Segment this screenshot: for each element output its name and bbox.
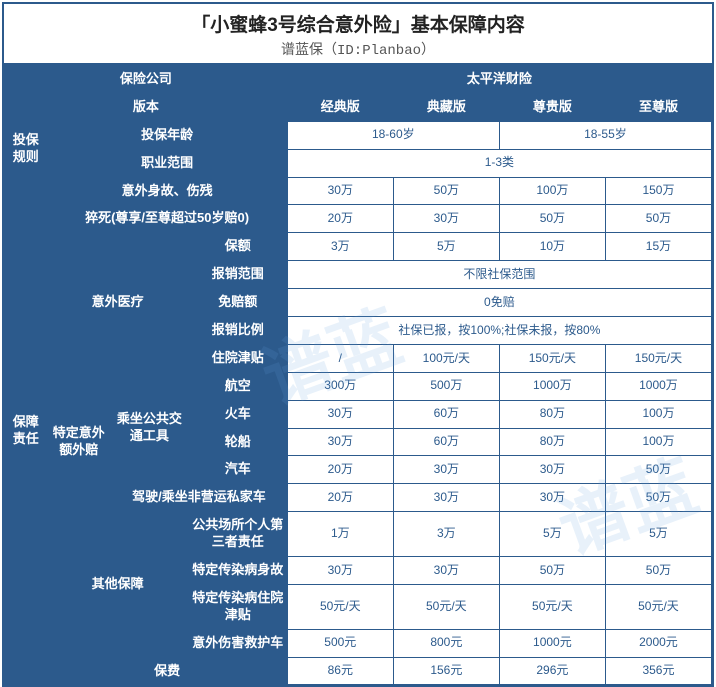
cell: 1-3类	[287, 149, 711, 177]
row-label: 报销比例	[188, 317, 287, 345]
cell: 50万	[605, 484, 711, 512]
version: 至尊版	[605, 93, 711, 121]
main-title: 「小蜜蜂3号综合意外险」基本保障内容	[4, 10, 712, 37]
cell: 18-55岁	[499, 121, 711, 149]
cell: 不限社保范围	[287, 261, 711, 289]
cell: 300万	[287, 372, 393, 400]
cell: 150元/天	[605, 344, 711, 372]
cell: 60万	[393, 400, 499, 428]
row-label: 住院津贴	[188, 344, 287, 372]
cell: 3万	[393, 512, 499, 557]
cell: 156元	[393, 657, 499, 685]
row-label: 投保年龄	[47, 121, 287, 149]
cell: 30万	[499, 456, 605, 484]
version: 尊贵版	[499, 93, 605, 121]
cell: 30万	[393, 456, 499, 484]
row-label: 公共场所个人第三者责任	[188, 512, 287, 557]
cell: 50万	[605, 557, 711, 585]
coverage-side: 保障责任	[5, 177, 47, 685]
cell: 100万	[605, 400, 711, 428]
sub-group-label: 乘坐公共交通工具	[111, 372, 189, 484]
version: 经典版	[287, 93, 393, 121]
cell: 80万	[499, 428, 605, 456]
cell: 1万	[287, 512, 393, 557]
insurance-table: 保险公司太平洋财险版本经典版典藏版尊贵版至尊版投保规则投保年龄18-60岁18-…	[4, 65, 712, 685]
cell: 50万	[499, 205, 605, 233]
cell: 10万	[499, 233, 605, 261]
cell: 50万	[499, 557, 605, 585]
cell: 30万	[393, 484, 499, 512]
cell: 100万	[499, 177, 605, 205]
cell: 社保已报，按100%;社保未报，按80%	[287, 317, 711, 345]
cell: 356元	[605, 657, 711, 685]
cell: 30万	[287, 557, 393, 585]
cell: 30万	[287, 428, 393, 456]
cell: 86元	[287, 657, 393, 685]
cell: 50元/天	[287, 584, 393, 629]
cell: 1000万	[605, 372, 711, 400]
cell: 80万	[499, 400, 605, 428]
cell: 15万	[605, 233, 711, 261]
cell: 100元/天	[393, 344, 499, 372]
row-label: 汽车	[188, 456, 287, 484]
cell: 3万	[287, 233, 393, 261]
cell: 0免赔	[287, 289, 711, 317]
cell: 100万	[605, 428, 711, 456]
company-label: 保险公司	[5, 66, 288, 94]
cell: 150万	[605, 177, 711, 205]
cell: 30万	[499, 484, 605, 512]
row-label: 意外身故、伤残	[47, 177, 287, 205]
row-label: 免赔额	[188, 289, 287, 317]
cell: 1000万	[499, 372, 605, 400]
cell: 50万	[605, 205, 711, 233]
sub-title: 谱蓝保（ID:Planbao）	[4, 39, 712, 59]
row-label: 轮船	[188, 428, 287, 456]
cell: 20万	[287, 484, 393, 512]
rule-side: 投保规则	[5, 121, 47, 177]
cell: 296元	[499, 657, 605, 685]
cell: /	[287, 344, 393, 372]
cell: 5万	[393, 233, 499, 261]
row-label: 保费	[47, 657, 287, 685]
cell: 18-60岁	[287, 121, 499, 149]
cell: 800元	[393, 629, 499, 657]
row-label: 猝死(尊享/至尊超过50岁赔0)	[47, 205, 287, 233]
row-label: 职业范围	[47, 149, 287, 177]
table-container: 「小蜜蜂3号综合意外险」基本保障内容 谱蓝保（ID:Planbao） 保险公司太…	[2, 2, 714, 687]
version-label: 版本	[5, 93, 288, 121]
company-value: 太平洋财险	[287, 66, 711, 94]
row-label: 特定传染病身故	[188, 557, 287, 585]
cell: 50万	[393, 177, 499, 205]
row-label: 保额	[188, 233, 287, 261]
cell: 50元/天	[393, 584, 499, 629]
row-label: 意外伤害救护车	[188, 629, 287, 657]
cell: 50万	[605, 456, 711, 484]
cell: 30万	[393, 205, 499, 233]
cell: 500元	[287, 629, 393, 657]
row-label: 火车	[188, 400, 287, 428]
cell: 50元/天	[499, 584, 605, 629]
cell: 30万	[287, 177, 393, 205]
cell: 60万	[393, 428, 499, 456]
cell: 150元/天	[499, 344, 605, 372]
cell: 30万	[393, 557, 499, 585]
cell: 5万	[499, 512, 605, 557]
row-label: 特定传染病住院津贴	[188, 584, 287, 629]
cell: 50元/天	[605, 584, 711, 629]
cell: 5万	[605, 512, 711, 557]
cell: 20万	[287, 456, 393, 484]
row-label: 驾驶/乘坐非营运私家车	[111, 484, 288, 512]
group-label: 意外医疗	[47, 233, 188, 372]
cell: 2000元	[605, 629, 711, 657]
row-label: 航空	[188, 372, 287, 400]
row-label: 报销范围	[188, 261, 287, 289]
cell: 20万	[287, 205, 393, 233]
group-label: 特定意外额外赔	[47, 372, 111, 511]
cell: 1000元	[499, 629, 605, 657]
version: 典藏版	[393, 93, 499, 121]
cell: 500万	[393, 372, 499, 400]
title-block: 「小蜜蜂3号综合意外险」基本保障内容 谱蓝保（ID:Planbao）	[4, 4, 712, 65]
cell: 30万	[287, 400, 393, 428]
group-label: 其他保障	[47, 512, 188, 657]
